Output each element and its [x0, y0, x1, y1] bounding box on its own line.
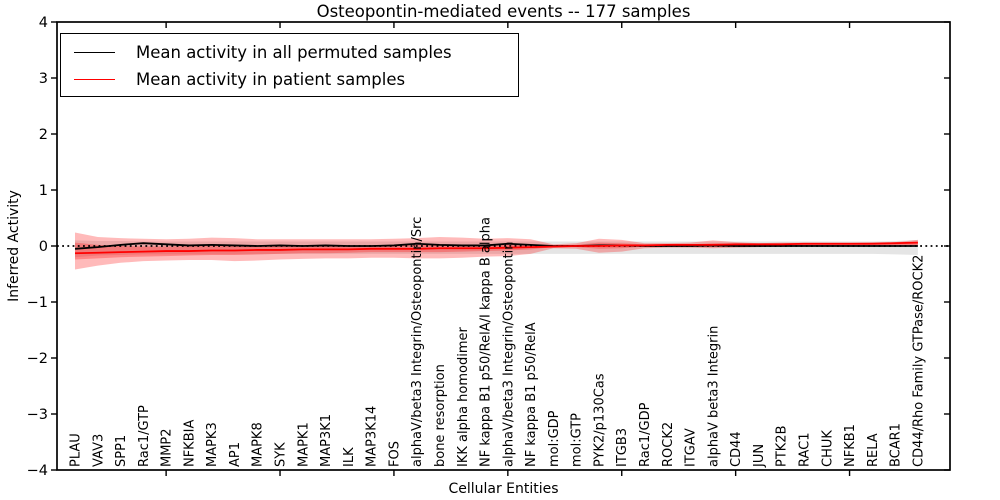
- x-category-label: ITGAV: [684, 428, 699, 467]
- x-category-label: PYK2/p130Cas: [592, 373, 607, 467]
- x-category-label: MAPK3: [205, 422, 220, 467]
- patient-mean-line: [74, 241, 918, 255]
- y-tick-label: −2: [27, 351, 48, 367]
- x-category-label: bone resorption: [433, 364, 448, 467]
- x-category-label: ROCK2: [661, 422, 676, 467]
- x-category-label: ITGB3: [615, 428, 630, 467]
- x-category-label: NFKB1: [843, 424, 858, 467]
- x-category-label: alphaV beta3 Integrin: [706, 326, 721, 467]
- x-category-label: PTK2B: [775, 426, 790, 468]
- legend-entry-permuted: Mean activity in all permuted samples: [61, 39, 518, 66]
- x-category-label: BCAR1: [889, 423, 904, 467]
- x-category-label: NF kappa B1 p50/RelA/I kappa B alpha: [479, 217, 494, 467]
- y-tick-label: 2: [39, 127, 48, 143]
- x-category-label: FOS: [387, 441, 402, 467]
- x-category-label: Rac1/GTP: [137, 405, 152, 467]
- legend-line-sample-patient: [74, 79, 115, 80]
- y-tick-label: 0: [39, 239, 48, 255]
- x-category-label: RELA: [866, 433, 881, 467]
- permuted-mean-line: [74, 242, 918, 250]
- x-category-label: MMP2: [160, 428, 175, 467]
- x-category-label: AP1: [228, 442, 243, 467]
- legend: Mean activity in all permuted samples Me…: [60, 33, 519, 97]
- legend-label-permuted: Mean activity in all permuted samples: [136, 43, 452, 62]
- band-patient-outer: [75, 232, 918, 270]
- x-category-label: RAC1: [797, 432, 812, 467]
- x-category-label: MAP3K1: [319, 414, 334, 467]
- x-category-label: VAV3: [91, 434, 106, 467]
- x-category-label: MAP3K14: [365, 406, 380, 467]
- y-tick-label: −3: [27, 407, 48, 423]
- x-category-label: PLAU: [69, 433, 84, 467]
- y-tick-label: 3: [39, 71, 48, 87]
- x-category-label: ILK: [342, 447, 357, 467]
- x-axis-label: Cellular Entities: [448, 481, 559, 497]
- x-category-label: CHUK: [820, 430, 835, 467]
- x-category-label: alphaV/beta3 Integrin/Osteopontin/Src: [410, 217, 425, 467]
- y-tick-label: 4: [39, 15, 48, 31]
- x-category-label: NF kappa B1 p50/RelA: [524, 322, 539, 467]
- legend-entry-patient: Mean activity in patient samples: [61, 66, 518, 93]
- x-category-label: IKK alpha homodimer: [456, 326, 471, 467]
- y-tick-label: −1: [27, 295, 48, 311]
- x-category-label: mol:GTP: [570, 413, 585, 467]
- y-tick-label: −4: [27, 463, 48, 479]
- x-category-label: CD44/Rho Family GTPase/ROCK2: [911, 255, 926, 467]
- chart-title: Osteopontin-mediated events -- 177 sampl…: [316, 2, 691, 21]
- x-category-label: SYK: [274, 442, 289, 467]
- x-category-label: CD44: [729, 431, 744, 467]
- y-axis-label: Inferred Activity: [6, 190, 22, 302]
- legend-label-patient: Mean activity in patient samples: [136, 70, 406, 89]
- x-category-label: SPP1: [114, 435, 129, 467]
- x-category-label: alphaV/beta3 Integrin/Osteopontin: [501, 242, 516, 467]
- x-category-label: mol:GDP: [547, 410, 562, 467]
- x-category-label: NFKBIA: [182, 420, 197, 467]
- x-category-label: MAPK1: [296, 422, 311, 467]
- x-category-label: MAPK8: [251, 422, 266, 467]
- x-category-label: Rac1/GDP: [638, 402, 653, 467]
- y-tick-label: 1: [39, 183, 48, 199]
- legend-line-sample-permuted: [74, 52, 115, 53]
- x-category-label: JUN: [752, 444, 767, 468]
